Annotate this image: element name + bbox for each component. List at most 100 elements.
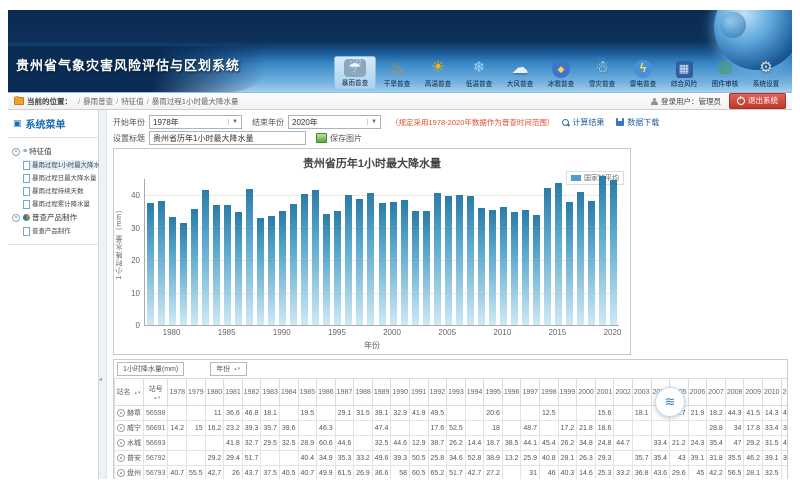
table-row: 水城 56693 41.8 32.7 29.5 32.5 28.9 60.6 44.6 32.5 4…	[114, 435, 787, 451]
value-cell: 34.8	[576, 435, 596, 451]
floating-widget-button[interactable]: ≋	[655, 387, 685, 417]
snow-disaster-icon: ☃	[594, 59, 610, 76]
bar-1991	[290, 203, 298, 325]
row-expand-icon[interactable]	[117, 409, 125, 417]
column-header-year-1986[interactable]: 1986	[316, 378, 336, 406]
download-button[interactable]: 数据下载	[616, 117, 659, 128]
column-header-year-2006[interactable]: 2006	[687, 378, 708, 406]
value-cell: 51.7	[446, 465, 466, 479]
row-expand-icon[interactable]	[117, 439, 125, 447]
column-header-year-1978[interactable]: 1978	[167, 378, 188, 406]
value-cell: 56.5	[724, 465, 745, 479]
value-cell: 40.7	[167, 465, 188, 479]
nav-item-11[interactable]: ⚙ 系统设置	[746, 56, 786, 90]
breadcrumb-item-1[interactable]: 暴雨普查	[83, 96, 114, 106]
nav-item-9[interactable]: ▦ 综合风险	[664, 58, 704, 90]
year-filter-box[interactable]: 年份 ▴▾	[210, 362, 248, 376]
column-header-year-1999[interactable]: 1999	[557, 378, 578, 406]
nav-item-7[interactable]: ☃ 雪灾普查	[582, 56, 622, 90]
column-header-year-1990[interactable]: 1990	[390, 378, 410, 406]
calculate-button[interactable]: 计算结果	[562, 117, 604, 128]
nav-item-10[interactable]: ▧ 图件审核	[705, 56, 745, 90]
sidebar-item-1-1[interactable]: 暴雨过程1小时最大降水量	[23, 160, 106, 170]
column-header-year-2011[interactable]: 2011	[780, 378, 787, 406]
column-header-year-1994[interactable]: 1994	[464, 378, 485, 406]
column-header-year-2008[interactable]: 2008	[724, 378, 745, 406]
column-header-year-1987[interactable]: 1987	[334, 378, 355, 406]
column-header-year-2003[interactable]: 2003	[631, 378, 652, 406]
expand-icon[interactable]	[12, 213, 20, 222]
sidebar-splitter[interactable]: ◂	[99, 110, 107, 479]
nav-item-1[interactable]: ☔ 暴雨普查	[334, 56, 376, 90]
column-header-year-1984[interactable]: 1984	[278, 378, 299, 406]
breadcrumb-item-3[interactable]: 暴雨过程1小时最大降水量	[151, 96, 239, 106]
column-header-year-1993[interactable]: 1993	[446, 378, 466, 406]
sidebar-group-2[interactable]: 普查产品制作	[12, 212, 94, 223]
column-header-year-1980[interactable]: 1980	[204, 378, 225, 406]
nav-item-4[interactable]: ❄ 低温普查	[459, 56, 499, 90]
sidebar-item-1-2[interactable]: 暴雨过程日最大降水量	[23, 173, 96, 183]
row-expand-icon[interactable]	[117, 454, 125, 462]
collapse-arrow-icon[interactable]: ◂	[99, 376, 103, 383]
table-row: 普安 56792 29.2 29.4 51.7 40.4 34.9 35.3 33.2 49.6 3…	[114, 450, 787, 466]
end-year-select[interactable]: 2020年 ▼	[288, 115, 381, 129]
column-header-year-1998[interactable]: 1998	[539, 378, 559, 406]
value-cell: 11	[204, 405, 225, 421]
nav-item-5[interactable]: ☁ 大风普查	[500, 56, 540, 90]
column-header-year-2010[interactable]: 2010	[761, 378, 782, 406]
sidebar-group-1[interactable]: ≡ 特征值	[12, 146, 94, 157]
breadcrumb-item-2[interactable]: 特征值	[121, 96, 144, 106]
save-image-button[interactable]: 保存图片	[316, 133, 362, 144]
logout-button[interactable]: 退出系统	[729, 93, 786, 109]
value-cell: 29.5	[260, 435, 280, 451]
column-header-year-2001[interactable]: 2001	[594, 378, 615, 406]
column-header-year-1995[interactable]: 1995	[483, 378, 503, 406]
row-expand-icon[interactable]	[117, 424, 125, 432]
nav-item-label: 雷电普查	[629, 81, 657, 88]
column-header-year-1996[interactable]: 1996	[501, 378, 522, 406]
column-header-year-1988[interactable]: 1988	[353, 378, 373, 406]
column-header-year-2002[interactable]: 2002	[613, 378, 633, 406]
column-header-year-1997[interactable]: 1997	[520, 378, 541, 406]
bar-1990	[279, 211, 287, 325]
start-year-select[interactable]: 1978年 ▼	[149, 115, 242, 129]
column-header-year-2009[interactable]: 2009	[743, 378, 763, 406]
column-header-year-1985[interactable]: 1985	[297, 378, 318, 406]
chevron-down-icon: ▼	[367, 119, 380, 125]
breadcrumb-bar: 当前的位置： / 暴雨普查 / 特征值 / 暴雨过程1小时最大降水量 登录用户：…	[8, 93, 792, 110]
column-header-year-1981[interactable]: 1981	[223, 378, 243, 406]
chart-title-input[interactable]: 贵州省历年1小时最大降水量	[149, 131, 306, 145]
nav-item-label: 雪灾普查	[588, 81, 616, 88]
nav-item-3[interactable]: ☀ 高温普查	[418, 56, 458, 90]
column-header-year-1983[interactable]: 1983	[260, 378, 280, 406]
sidebar-item-1-3[interactable]: 暴雨过程持续天数	[23, 186, 94, 196]
value-cell: 18.1	[631, 405, 652, 421]
nav-item-label: 冰雹普查	[547, 81, 575, 88]
column-header-year-1982[interactable]: 1982	[241, 378, 262, 406]
column-header-year-1992[interactable]: 1992	[427, 378, 448, 406]
value-filter-box[interactable]: 1小时降水量(mm)	[117, 362, 185, 376]
column-header-year-2000[interactable]: 2000	[576, 378, 596, 406]
row-expand-icon[interactable]	[117, 469, 125, 477]
sidebar-item-1-4[interactable]: 暴雨过程累计降水量	[23, 199, 94, 209]
column-header-year-1989[interactable]: 1989	[371, 378, 392, 406]
bar-1999	[378, 202, 386, 325]
x-tick-label: 2020	[603, 328, 622, 337]
value-cell: 32.5	[278, 435, 299, 451]
nav-item-8[interactable]: ϟ 雷电普查	[623, 57, 663, 90]
column-header-year-1979[interactable]: 1979	[186, 378, 206, 406]
column-header-station-name[interactable]: 站名 ▴▾	[114, 378, 144, 406]
sidebar-item-2-1[interactable]: 普查产品制作	[23, 226, 94, 236]
expand-icon[interactable]	[12, 147, 20, 156]
column-header-year-2007[interactable]: 2007	[706, 378, 726, 406]
value-cell: 33.4	[761, 420, 782, 436]
nav-item-6[interactable]: ◆ 冰雹普查	[541, 57, 581, 90]
column-header-year-1991[interactable]: 1991	[408, 378, 429, 406]
nav-item-label: 系统设置	[752, 81, 780, 88]
station-name: 普安	[127, 455, 141, 462]
nav-item-2[interactable]: ♨ 干旱普查	[377, 56, 417, 90]
sort-arrows-icon: ▴▾	[154, 394, 162, 401]
value-cell: 44.1	[520, 435, 541, 451]
bar-2002	[411, 210, 419, 325]
column-header-station-id[interactable]: 站号▴▾	[142, 378, 169, 406]
